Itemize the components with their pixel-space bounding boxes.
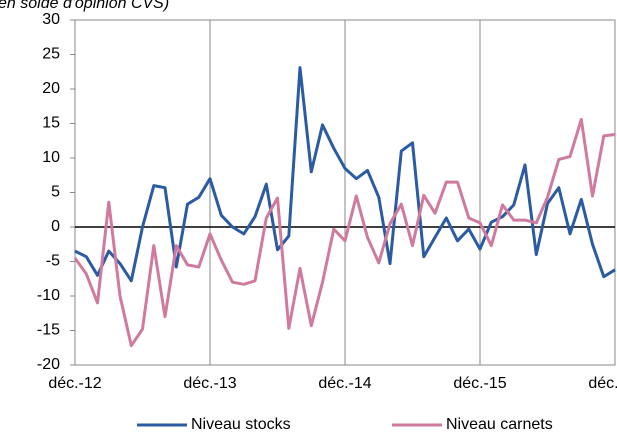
x-tick-label: déc.-16 — [588, 375, 617, 392]
y-tick-label: 5 — [51, 184, 60, 201]
y-tick-label: 0 — [51, 218, 60, 235]
legend-label: Niveau carnets — [446, 416, 553, 433]
x-tick-label: déc.-15 — [453, 375, 506, 392]
x-tick-label: déc.-13 — [183, 375, 236, 392]
data-line — [74, 66, 616, 283]
chart-title: en solde d'opinion CVS) — [0, 0, 169, 12]
legend-label: Niveau stocks — [191, 416, 291, 433]
y-tick-label: 25 — [42, 46, 60, 63]
y-tick-label: 10 — [42, 149, 60, 166]
data-line — [73, 117, 616, 348]
y-tick-label: -20 — [37, 356, 60, 373]
y-tick-label: -10 — [37, 287, 60, 304]
y-tick-label: -15 — [37, 322, 60, 339]
y-tick-label: 30 — [42, 11, 60, 28]
x-tick-label: déc.-14 — [318, 375, 371, 392]
y-tick-label: 15 — [42, 115, 60, 132]
y-tick-label: -5 — [46, 253, 60, 270]
y-tick-label: 20 — [42, 80, 60, 97]
x-tick-label: déc.-12 — [48, 375, 101, 392]
